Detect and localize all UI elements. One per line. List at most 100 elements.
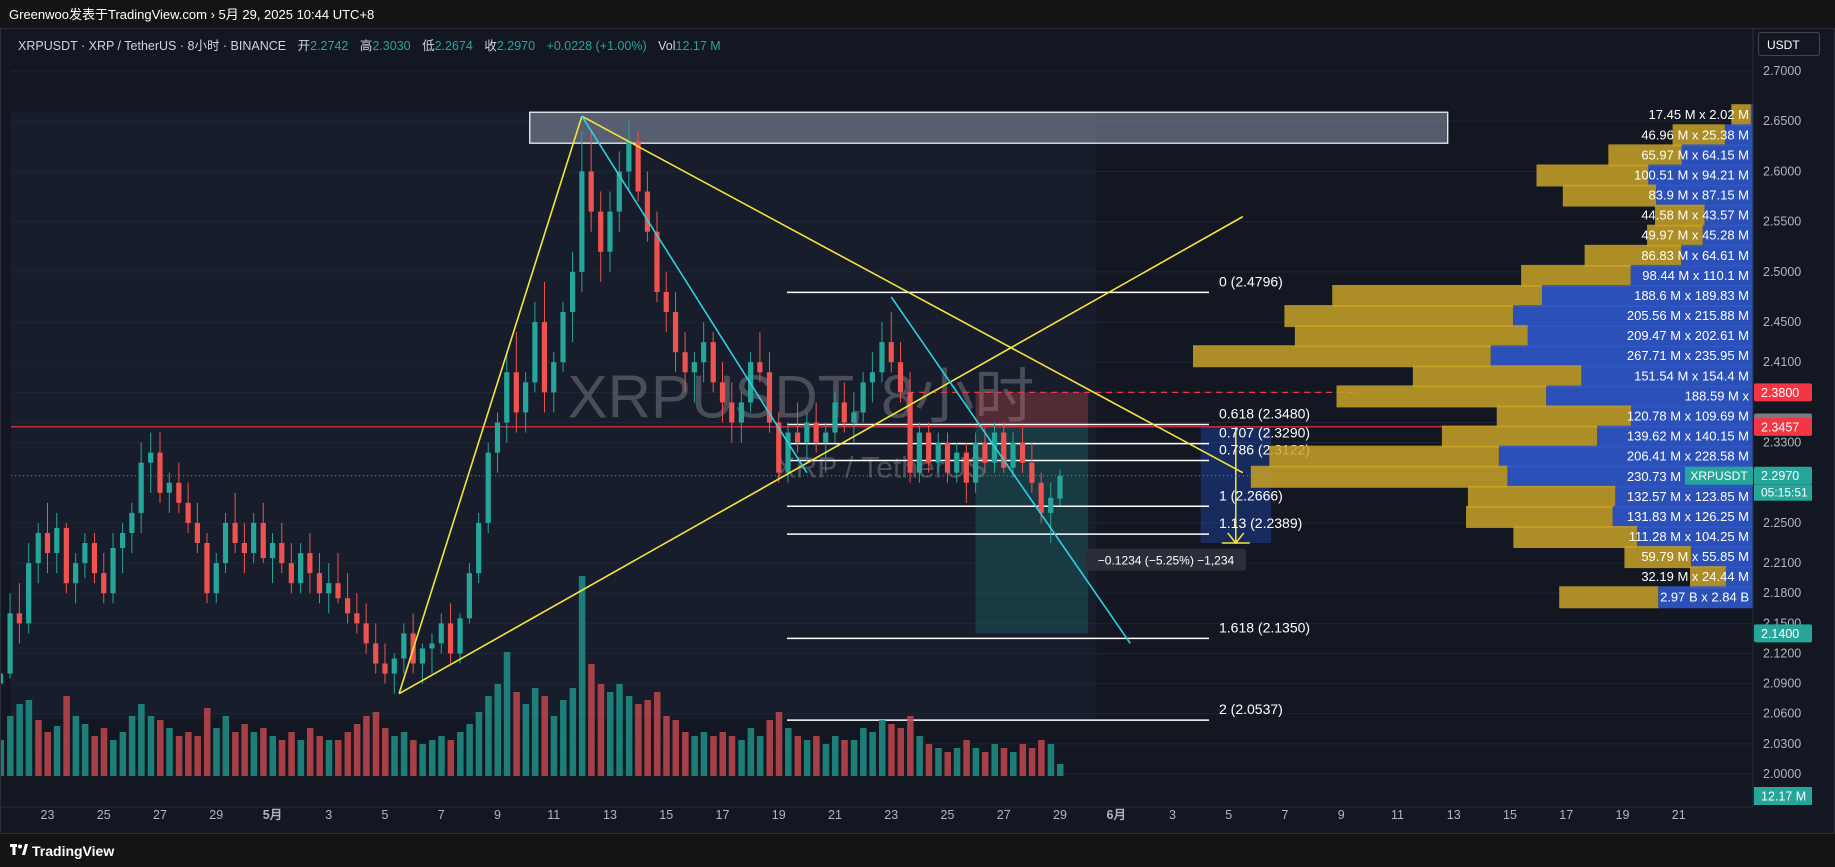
volume-bar (297, 740, 305, 776)
volume-profile-label: 188.6 M x 189.83 M (1634, 288, 1749, 303)
currency-button[interactable]: USDT (1758, 32, 1820, 56)
volume-profile-down (1631, 405, 1753, 428)
candle (82, 543, 88, 564)
time-axis: 23 25 27 29 5月 3 5 7 9 11 13 15 17 19 21 23 25 27 29 6月 3 5 7 9… (1, 806, 1753, 822)
header-bar: Greenwoo发表于TradingView.com › 5月 29, 2025… (0, 0, 1835, 28)
candle (1019, 442, 1026, 463)
candle (851, 412, 857, 423)
candle (1010, 442, 1016, 468)
fib-level-label: 2 (2.0537) (1219, 701, 1283, 717)
volume-bar (7, 716, 14, 776)
fib-level-label: 1.618 (2.1350) (1219, 619, 1310, 635)
candle (44, 532, 51, 554)
volume-bar (991, 744, 998, 776)
volume-bar (1, 740, 5, 776)
candle (588, 171, 594, 212)
volume-bar (860, 728, 867, 776)
price-tag: 2.3800 (1754, 383, 1812, 402)
resistance-zone (529, 111, 1449, 144)
volume-bar (897, 728, 905, 776)
candle (269, 543, 276, 559)
volume-profile-label: 205.56 M x 215.88 M (1627, 308, 1749, 323)
volume-profile-down (1648, 164, 1753, 187)
cyan-trend-line (581, 115, 808, 474)
volume-bar (428, 740, 436, 776)
trend-lines (398, 115, 1244, 695)
candle (288, 563, 294, 584)
cyan-trend-line (890, 296, 1131, 644)
volume-profile-label: 206.41 M x 228.58 M (1627, 449, 1749, 464)
fib-level-label: 0.707 (2.3290) (1219, 425, 1310, 441)
candle (185, 502, 191, 523)
volume-bar (306, 728, 314, 776)
time-axis-tick: 23 (41, 808, 55, 822)
candle (532, 322, 538, 383)
candle (841, 402, 847, 423)
candle (1, 673, 4, 684)
volume-bars (1, 576, 1064, 776)
volume-bar (35, 720, 42, 776)
chart-frame[interactable]: XRPUSDT, 8小时 XRP / TetherUS 0 (2.4796) 0.61… (0, 28, 1835, 834)
candle (804, 422, 810, 443)
volume-bar (466, 724, 473, 776)
tradingview-brand[interactable]: TradingView (32, 843, 115, 859)
candle (823, 432, 829, 443)
candle (954, 452, 960, 473)
volume-bar (813, 736, 820, 776)
volume-bar (494, 684, 501, 776)
candle (766, 372, 773, 423)
time-axis-tick: 5 (1225, 808, 1232, 822)
price-axis-tick: 2.4500 (1763, 315, 1801, 329)
volume-profile-up (1647, 224, 1703, 247)
candle (794, 432, 801, 443)
candle (654, 231, 660, 292)
price-axis-tick: 2.5500 (1763, 215, 1801, 229)
candle (166, 482, 172, 493)
candle (860, 382, 866, 413)
candle (138, 462, 144, 513)
candle (916, 432, 922, 473)
candle (7, 613, 13, 674)
volume-profile-label: 2.97 B x 2.84 B (1660, 589, 1749, 604)
volume-bar (935, 748, 942, 776)
volume-bar (794, 736, 802, 776)
volume-profile-label: 59.79 M x 55.85 M (1641, 549, 1749, 564)
volume-bar (850, 740, 858, 776)
price-axis-tick: 2.0600 (1763, 707, 1801, 721)
time-axis-tick: 13 (1447, 808, 1461, 822)
watermark-symbol: XRPUSDT, 8小时 (568, 363, 1035, 430)
candle (110, 548, 116, 594)
price-chart[interactable]: XRPUSDT, 8小时 XRP / TetherUS 0 (2.4796) 0.61… (1, 29, 1834, 833)
volume-bar (841, 740, 848, 776)
volume-bar (1010, 752, 1017, 776)
volume-bar (353, 724, 361, 776)
price-axis-tick: 2.2100 (1763, 556, 1801, 570)
candle (307, 553, 313, 574)
volume-bar (147, 716, 155, 776)
yellow-trend-line (398, 115, 583, 694)
candle (504, 372, 510, 423)
volume-bar (438, 736, 445, 776)
symbol-title[interactable]: XRPUSDT · XRP / TetherUS · 8小时 · BINANCE (18, 39, 287, 53)
candle (869, 372, 876, 383)
volume-profile-up (1336, 385, 1547, 408)
open-label: 开 (297, 39, 311, 53)
candle (757, 362, 763, 373)
price-tag: 2.3457 (1754, 417, 1812, 436)
candle (729, 402, 735, 423)
volume-bar (522, 704, 530, 776)
time-axis-tick: 29 (209, 808, 223, 822)
volume-bar (635, 704, 642, 776)
volume-bar (653, 692, 661, 776)
tradingview-logo-icon[interactable] (10, 843, 28, 857)
volume-profile-up (1467, 485, 1616, 508)
volume-profile-label: 100.51 M x 94.21 M (1634, 167, 1749, 182)
volume-bar (1000, 748, 1008, 776)
time-axis-tick: 29 (1053, 808, 1067, 822)
volume-bar (185, 732, 192, 776)
volume-profile-down (1541, 284, 1753, 307)
candle (944, 442, 951, 473)
volume-profile-down (1637, 526, 1753, 549)
volume-bar (569, 688, 577, 776)
candle (26, 563, 32, 624)
